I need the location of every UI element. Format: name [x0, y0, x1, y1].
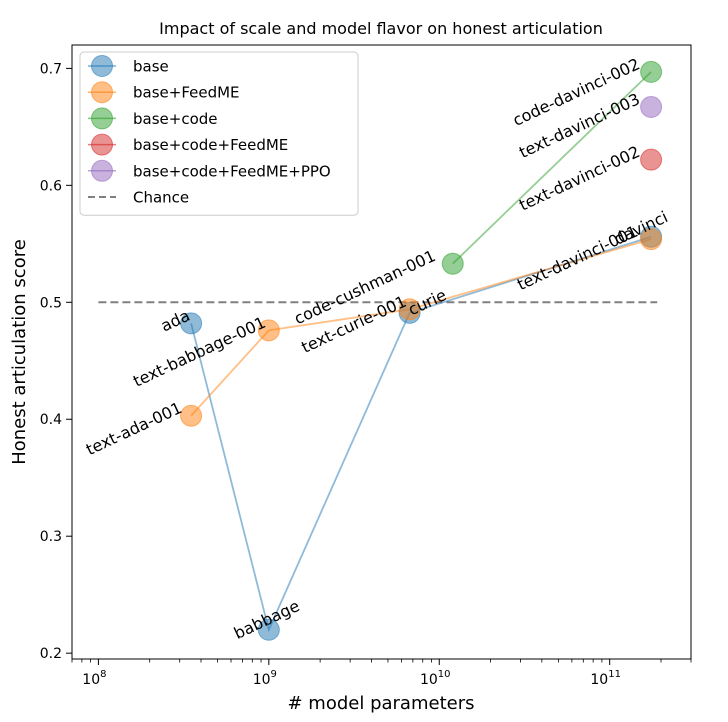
legend-marker-base-feedme	[91, 81, 113, 104]
data-point-base-1	[257, 618, 280, 641]
legend-box	[79, 51, 359, 216]
y-axis-label: Honest articulation score	[9, 239, 30, 465]
series-line-base-feedme	[190, 238, 652, 417]
y-tick-label-5: 0.7	[40, 61, 62, 77]
legend-label-base-code-feedme-ppo: base+code+FeedME+PPO	[133, 162, 331, 180]
legend-marker-base-code-feedme-ppo	[91, 159, 113, 182]
legend: base base+FeedME base+code base+code+FeedME…	[79, 51, 359, 216]
legend-marker-base	[91, 55, 113, 77]
data-point-base-feedme-3	[640, 228, 663, 251]
series-line-base-code	[452, 71, 652, 265]
legend-marker-base-code-feedme	[91, 133, 113, 156]
legend-label-base-code: base+code	[133, 110, 218, 128]
y-tick-label-4: 0.6	[40, 178, 62, 194]
series-lines-layer	[190, 71, 652, 633]
data-point-base-code-feedme-0	[640, 148, 663, 171]
y-tick-label-3: 0.5	[40, 295, 62, 311]
legend-label-base-feedme: base+FeedME	[133, 84, 240, 102]
x-axis-label: # model parameters	[288, 693, 475, 714]
y-tick-label-1: 0.3	[40, 529, 62, 545]
y-tick-label-2: 0.4	[40, 412, 62, 428]
data-point-base-code-1	[640, 60, 663, 83]
data-point-base-code-0	[441, 252, 464, 275]
legend-label-base: base	[133, 58, 169, 76]
x-tick-label-1: 109	[253, 669, 277, 688]
data-point-base-feedme-0	[180, 404, 203, 427]
data-point-base-0	[180, 312, 203, 335]
data-point-base-feedme-1	[257, 319, 280, 342]
legend-label-base-code-feedme: base+code+FeedME	[133, 136, 288, 154]
data-point-base-feedme-2	[398, 298, 421, 321]
y-tick-label-0: 0.2	[40, 646, 62, 662]
chart-title: Impact of scale and model flavor on hone…	[159, 19, 603, 38]
data-point-base-code-feedme-ppo-0	[640, 95, 663, 118]
y-axis: 0.2 0.3 0.4 0.5 0.6 0.7	[40, 61, 72, 662]
x-axis: 108 109 1010 1011	[71, 659, 692, 688]
x-tick-label-3: 1011	[590, 669, 621, 688]
legend-label-chance: Chance	[133, 189, 189, 207]
legend-marker-base-code	[91, 107, 113, 130]
points-layer	[180, 60, 663, 641]
x-tick-label-2: 1010	[420, 669, 451, 688]
x-tick-label-0: 108	[82, 669, 106, 688]
